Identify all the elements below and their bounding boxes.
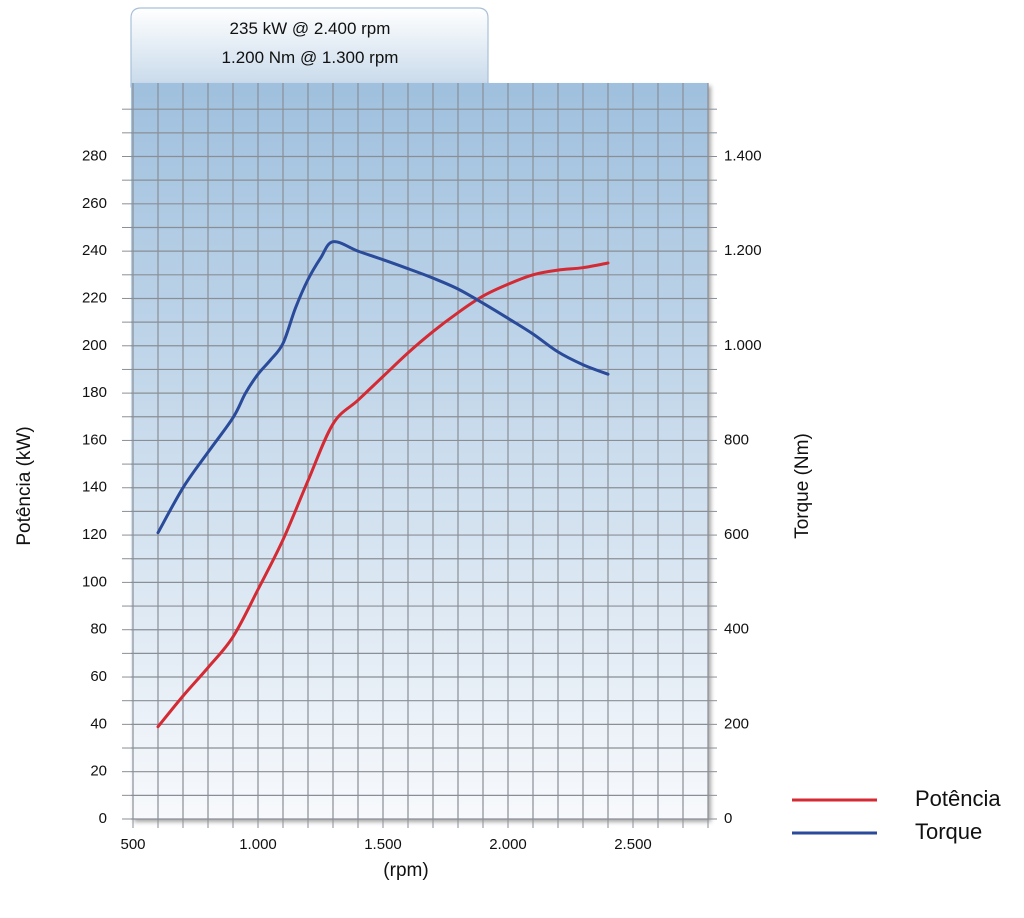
y-left-tick-label: 280 <box>82 147 107 164</box>
y-axis-right-title: Torque (Nm) <box>792 433 813 539</box>
y-right-tick-label: 1.400 <box>724 147 762 164</box>
y-right-tick-label: 0 <box>724 810 732 827</box>
y-right-tick-label: 800 <box>724 431 749 448</box>
header-line-torque: 1.200 Nm @ 1.300 rpm <box>222 48 399 67</box>
y-left-tick-label: 260 <box>82 195 107 212</box>
y-right-tick-label: 600 <box>724 526 749 543</box>
y-right-tick-label: 1.000 <box>724 337 762 354</box>
peak-values-header: 235 kW @ 2.400 rpm 1.200 Nm @ 1.300 rpm <box>130 7 489 88</box>
grid <box>131 83 709 820</box>
y-left-tick-label: 180 <box>82 384 107 401</box>
plot-area <box>131 83 708 819</box>
y-left-tick-label: 0 <box>99 810 107 827</box>
x-tick-label: 1.500 <box>364 836 402 853</box>
y-left-tick-label: 60 <box>90 668 107 685</box>
legend: Potência Torque <box>792 786 1001 844</box>
y-left-tick-label: 40 <box>90 715 107 732</box>
y-right-tick-label: 400 <box>724 621 749 638</box>
y-right-tick-label: 200 <box>724 715 749 732</box>
y-left-tick-label: 160 <box>82 431 107 448</box>
series-line-torque <box>156 240 610 535</box>
x-axis-title: (rpm) <box>383 860 428 881</box>
legend-label-power: Potência <box>915 786 1001 811</box>
legend-label-torque: Torque <box>915 819 982 844</box>
y-right-tick-label: 1.200 <box>724 242 762 259</box>
y-left-tick-label: 220 <box>82 289 107 306</box>
y-left-tick-label: 80 <box>90 621 107 638</box>
x-tick-label: 2.000 <box>489 836 527 853</box>
x-tick-label: 500 <box>120 836 145 853</box>
series-line-power <box>156 261 610 729</box>
x-tick-label: 2.500 <box>614 836 652 853</box>
x-tick-label: 1.000 <box>239 836 277 853</box>
header-tab <box>130 7 489 88</box>
y-axis-left-title: Potência (kW) <box>14 426 35 545</box>
y-left-tick-label: 20 <box>90 763 107 780</box>
y-left-tick-label: 240 <box>82 242 107 259</box>
y-left-tick-label: 200 <box>82 337 107 354</box>
data-lines <box>156 240 610 729</box>
header-line-power: 235 kW @ 2.400 rpm <box>230 19 391 38</box>
y-left-tick-label: 140 <box>82 479 107 496</box>
y-left-tick-label: 100 <box>82 573 107 590</box>
y-left-tick-label: 120 <box>82 526 107 543</box>
axis-ticks <box>122 108 717 828</box>
tick-labels: 0 20 40 60 80 100 120 140 160 180 200 220 240 260 280 0… <box>82 147 762 853</box>
